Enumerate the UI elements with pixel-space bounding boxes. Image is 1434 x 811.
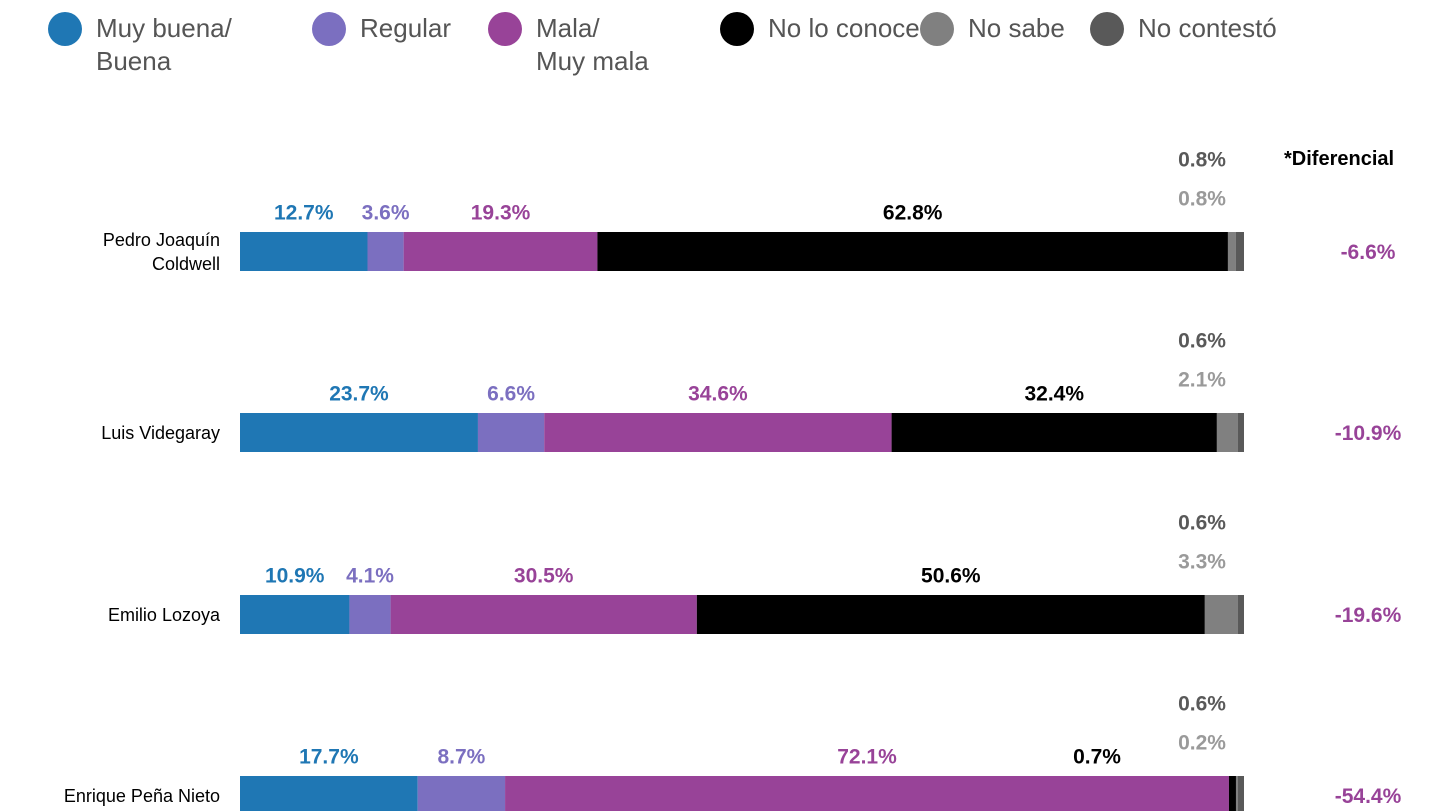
value-label: 32.4%: [1024, 383, 1084, 406]
bar-segment: [544, 413, 892, 452]
category-label: Pedro Joaquín Coldwell: [102, 229, 220, 274]
bar-segment: [390, 595, 697, 634]
value-label: 6.6%: [487, 383, 535, 406]
legend-label: No lo conoce: [768, 13, 920, 43]
category-label: Enrique Peña Nieto: [63, 785, 220, 806]
legend-swatch: [48, 12, 82, 46]
bar-segment: [505, 776, 1229, 811]
bar-segment: [240, 595, 350, 634]
value-label: 12.7%: [274, 202, 334, 225]
value-label: 50.6%: [921, 565, 981, 588]
legend-item: Regular: [312, 12, 451, 46]
bar-segment: [477, 413, 545, 452]
legend-swatch: [312, 12, 346, 46]
legend-label: No sabe: [968, 13, 1065, 43]
value-label: 3.6%: [362, 202, 410, 225]
bar-segment: [1227, 232, 1236, 271]
bar-segment: [403, 232, 598, 271]
bar-segment: [240, 776, 418, 811]
legend-item: No lo conoce: [720, 12, 920, 46]
legend-item: Muy buena/ Buena: [48, 12, 232, 78]
value-label: 0.6%: [1178, 330, 1226, 353]
value-label: 62.8%: [883, 202, 943, 225]
bar-segment: [891, 413, 1217, 452]
value-label: 0.7%: [1073, 746, 1121, 769]
differential-label: -19.6%: [1335, 604, 1402, 627]
value-label: 3.3%: [1178, 551, 1226, 574]
value-label: 19.3%: [471, 202, 531, 225]
value-label: 0.6%: [1178, 512, 1226, 535]
value-label: 0.8%: [1178, 188, 1226, 211]
value-label: 0.6%: [1178, 693, 1226, 716]
value-label: 10.9%: [265, 565, 325, 588]
bar-segment: [597, 232, 1228, 271]
differential-label: -54.4%: [1335, 785, 1402, 808]
category-label: Emilio Lozoya: [107, 604, 220, 625]
legend-swatch: [720, 12, 754, 46]
differential-label: -6.6%: [1341, 241, 1396, 264]
bar-segment: [1228, 776, 1236, 811]
value-label: 30.5%: [514, 565, 574, 588]
value-label: 72.1%: [837, 746, 897, 769]
value-label: 4.1%: [346, 565, 394, 588]
legend-label: Muy buena/ Buena: [96, 13, 232, 76]
value-label: 23.7%: [329, 383, 389, 406]
legend-swatch: [920, 12, 954, 46]
differential-label: -10.9%: [1335, 422, 1402, 445]
bar-segment: [1204, 595, 1238, 634]
value-label: 17.7%: [299, 746, 359, 769]
value-label: 2.1%: [1178, 369, 1226, 392]
legend-item: No contestó: [1090, 12, 1277, 46]
value-label: 8.7%: [437, 746, 485, 769]
legend-label: Regular: [360, 13, 452, 43]
bar-segment: [1237, 413, 1244, 452]
differential-title: *Diferencial: [1284, 148, 1395, 170]
bar-segment: [696, 595, 1205, 634]
bar-segment: [1237, 595, 1244, 634]
bar-segment: [1235, 232, 1244, 271]
bar-segment: [367, 232, 404, 271]
bar-segment: [1235, 776, 1238, 811]
value-label: 0.2%: [1178, 732, 1226, 755]
legend-item: No sabe: [920, 12, 1065, 46]
bar-segment: [1237, 776, 1244, 811]
value-label: 34.6%: [688, 383, 748, 406]
bar-segment: [417, 776, 506, 811]
bar-segment: [349, 595, 391, 634]
value-label: 0.8%: [1178, 149, 1226, 172]
legend-swatch: [1090, 12, 1124, 46]
legend-item: Mala/ Muy mala: [488, 12, 649, 78]
legend-label: No contestó: [1138, 13, 1277, 43]
bar-segment: [1216, 413, 1238, 452]
bar-segment: [240, 232, 368, 271]
category-label: Luis Videgaray: [101, 422, 220, 443]
legend-label: Mala/ Muy mala: [536, 13, 649, 76]
legend-swatch: [488, 12, 522, 46]
bar-segment: [240, 413, 478, 452]
